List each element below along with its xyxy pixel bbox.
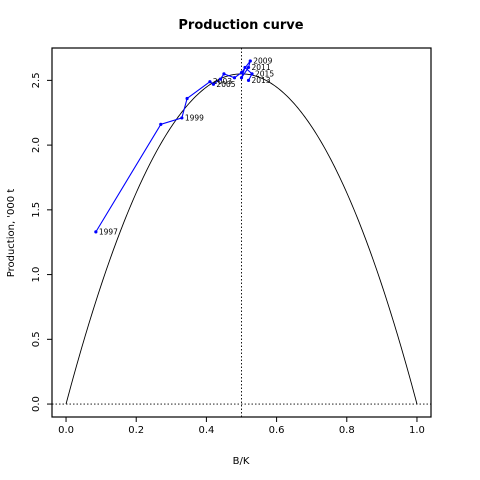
y-tick-label: 0.0 <box>31 396 42 412</box>
data-point <box>159 122 163 126</box>
point-year-label: 2013 <box>252 76 271 85</box>
data-point <box>250 72 254 76</box>
data-point <box>243 65 247 70</box>
data-point <box>208 80 212 84</box>
data-point <box>218 77 223 81</box>
point-year-label: 2011 <box>252 63 271 72</box>
data-point <box>248 59 252 63</box>
data-point <box>246 78 251 82</box>
y-tick-label: 2.0 <box>31 137 42 153</box>
x-tick-label: 0.6 <box>269 425 285 436</box>
x-tick-label: 0.2 <box>128 425 144 436</box>
data-point <box>246 65 251 70</box>
data-point <box>232 76 237 80</box>
x-tick-label: 0.8 <box>339 425 355 436</box>
point-year-label: 1997 <box>99 227 118 236</box>
x-tick-label: 0.0 <box>58 425 74 436</box>
data-point <box>239 71 244 75</box>
chart-title: Production curve <box>178 18 303 33</box>
x-tick-label: 1.0 <box>409 425 425 436</box>
y-tick-label: 1.5 <box>31 202 42 218</box>
y-tick-label: 2.5 <box>31 72 42 88</box>
point-year-label: 2003 <box>213 77 232 86</box>
data-point <box>239 76 244 80</box>
point-year-label: 2005 <box>216 80 235 89</box>
y-tick-label: 1.0 <box>31 267 42 283</box>
x-tick-label: 0.4 <box>198 425 214 436</box>
plot-frame <box>51 47 432 418</box>
y-axis-label: Production, '000 t <box>6 189 17 278</box>
data-point <box>222 72 226 76</box>
data-point <box>180 116 184 120</box>
data-point <box>211 82 216 86</box>
y-tick-label: 0.5 <box>31 331 42 347</box>
point-year-label: 1999 <box>185 113 204 122</box>
observed-production-line <box>95 60 253 233</box>
x-axis-label: B/K <box>233 456 250 467</box>
data-point <box>94 230 98 234</box>
point-year-label: 2009 <box>253 56 272 65</box>
data-point <box>185 96 189 101</box>
point-year-label: 2015 <box>255 69 274 78</box>
